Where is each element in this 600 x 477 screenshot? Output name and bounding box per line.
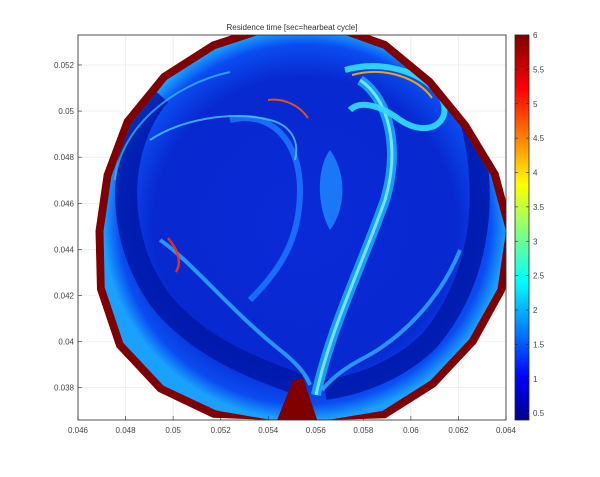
colorbar-tick-label: 1.5 [533, 340, 545, 349]
colorbar [514, 34, 530, 421]
streak-hot-upper-left [267, 98, 309, 119]
x-tick-label: 0.058 [353, 426, 374, 435]
colorbar-tick-label: 6 [533, 31, 538, 40]
y-tick-label: 0.052 [54, 61, 75, 70]
y-tick-label: 0.05 [58, 107, 74, 116]
colorbar-tick-labels: 0.5 1 1.5 2 2.5 3 3.5 4 4.5 5 5.5 6 [515, 31, 545, 418]
y-tick-label: 0.046 [54, 199, 75, 208]
x-tick-label: 0.048 [116, 426, 137, 435]
y-tick-label: 0.048 [54, 153, 75, 162]
colorbar-tick-label: 1 [533, 375, 538, 384]
x-tick-label: 0.06 [403, 426, 419, 435]
x-tick-label: 0.064 [496, 426, 517, 435]
streak-left-lobe [115, 87, 304, 396]
heatmap-field [95, 35, 506, 420]
vessel-interior [103, 35, 506, 420]
colorbar-tick-label: 2 [533, 306, 538, 315]
streak-lower-left [158, 238, 312, 386]
colorbar-tick-label: 0.5 [533, 409, 545, 418]
streak-inner-ring [114, 71, 231, 181]
x-tick-label: 0.062 [448, 426, 469, 435]
streak-lower-right [320, 249, 462, 392]
outflow-high-residence [277, 378, 318, 420]
tick-marks [77, 64, 507, 420]
y-tick-label: 0.04 [58, 338, 74, 347]
y-tick-label: 0.038 [54, 384, 75, 393]
x-tick-labels: 0.046 0.048 0.05 0.052 0.054 0.056 0.058 0.06 0.… [68, 426, 517, 435]
streak-left-hook [229, 115, 304, 303]
colorbar-tick-label: 4.5 [533, 134, 545, 143]
streak-left-inner [149, 115, 298, 161]
streak-right-lobe [323, 117, 490, 400]
x-tick-label: 0.046 [68, 426, 89, 435]
x-tick-label: 0.054 [258, 426, 279, 435]
x-tick-label: 0.052 [211, 426, 232, 435]
chart-title: Residence time [sec=hearbeat cycle] [227, 23, 358, 32]
streak-center-plume [319, 150, 343, 230]
x-tick-label: 0.056 [306, 426, 327, 435]
colorbar-tick-label: 3.5 [533, 203, 545, 212]
residence-streaks [114, 63, 490, 400]
y-tick-labels: 0.038 0.04 0.042 0.044 0.046 0.048 0.05 0.052 [54, 61, 75, 393]
x-tick-label: 0.05 [165, 426, 181, 435]
streak-upper-right-swirl-hot [351, 71, 433, 99]
y-tick-label: 0.042 [54, 292, 75, 301]
colorbar-tick-label: 4 [533, 169, 538, 178]
colorbar-tick-label: 3 [533, 237, 538, 246]
colorbar-tick-label: 5 [533, 100, 538, 109]
streak-upper-right-swirl [344, 63, 448, 132]
axes-frame [77, 34, 507, 421]
colorbar-tick-label: 2.5 [533, 272, 545, 281]
colorbar-tick-label: 5.5 [533, 65, 545, 74]
y-tick-label: 0.044 [54, 245, 75, 254]
streak-hot-left-spot [167, 237, 180, 273]
